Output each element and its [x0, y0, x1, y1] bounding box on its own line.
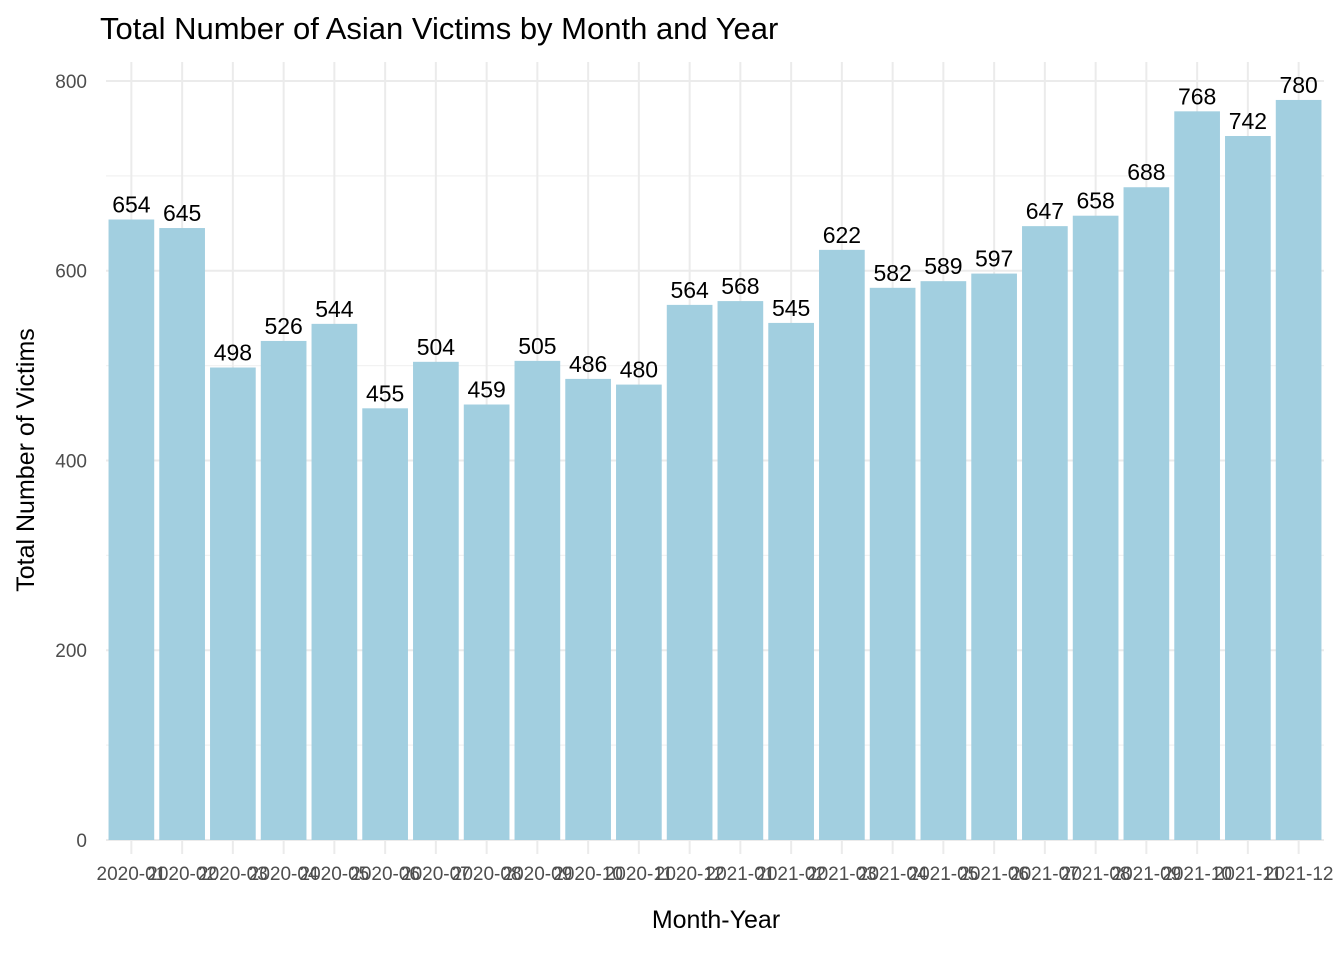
x-tick-label: 2021-07 [1010, 864, 1080, 885]
x-tick-label: 2020-03 [198, 864, 268, 885]
bar [159, 228, 205, 840]
data-label: 654 [112, 191, 151, 217]
x-axis-title: Month-Year [652, 906, 780, 934]
bar [666, 304, 713, 840]
data-label: 742 [1229, 108, 1267, 134]
data-label: 480 [620, 357, 658, 383]
data-label: 564 [670, 277, 709, 303]
bar [1225, 136, 1271, 840]
bar [768, 322, 814, 840]
x-tick-label: 2020-09 [503, 864, 573, 885]
bar [717, 301, 764, 841]
x-tick-label: 2020-08 [452, 864, 522, 885]
data-label: 505 [518, 333, 556, 359]
bar [463, 404, 510, 840]
data-label: 582 [873, 260, 911, 286]
y-axis-ticks: 0 200 400 600 800 [55, 72, 87, 852]
bar [260, 340, 307, 840]
data-label: 589 [924, 253, 962, 279]
bar [1174, 111, 1220, 840]
bar [920, 281, 967, 840]
bar [1123, 187, 1170, 841]
data-label: 459 [467, 377, 505, 403]
x-tick-label: 2020-10 [553, 864, 623, 885]
bar [971, 273, 1017, 841]
x-tick-label: 2020-02 [147, 864, 217, 885]
x-tick-label: 2021-09 [1112, 864, 1182, 885]
bar [311, 323, 358, 840]
bar [108, 219, 155, 840]
bar [1072, 215, 1119, 840]
bar [514, 360, 561, 840]
y-axis-title: Total Number of Victims [12, 328, 40, 592]
x-tick-label: 2021-08 [1061, 864, 1131, 885]
x-tick-label: 2020-07 [401, 864, 471, 885]
data-label: 780 [1279, 72, 1317, 98]
x-tick-label: 2021-06 [959, 864, 1029, 885]
x-tick-label: 2021-01 [706, 864, 776, 885]
data-label: 526 [264, 313, 302, 339]
bar [1022, 226, 1068, 840]
data-label: 647 [1026, 198, 1064, 224]
bar [819, 249, 865, 841]
data-label: 498 [214, 340, 252, 366]
x-axis-ticks: 2020-012020-022020-032020-042020-052020-… [97, 864, 1334, 885]
x-tick-label: 2020-04 [249, 864, 319, 885]
x-tick-label: 2020-06 [350, 864, 420, 885]
bar [616, 384, 662, 840]
data-label: 486 [569, 351, 607, 377]
data-label: 768 [1178, 83, 1216, 109]
data-label: 688 [1127, 159, 1165, 185]
bar [210, 367, 256, 840]
x-tick-label: 2021-03 [807, 864, 877, 885]
bar [869, 287, 916, 840]
bar [565, 378, 611, 840]
x-tick-label: 2021-05 [909, 864, 979, 885]
data-label: 455 [366, 380, 404, 406]
bars [108, 99, 1322, 841]
x-tick-label: 2021-10 [1162, 864, 1232, 885]
x-tick-label: 2021-04 [858, 864, 928, 885]
bar [413, 361, 459, 840]
y-tick-label: 600 [55, 262, 87, 283]
y-tick-label: 0 [76, 831, 87, 852]
x-tick-label: 2020-11 [605, 864, 673, 885]
data-label: 622 [823, 222, 861, 248]
x-tick-label: 2021-11 [1214, 864, 1282, 885]
bar [1275, 99, 1322, 840]
y-tick-label: 800 [55, 72, 87, 93]
y-tick-label: 200 [55, 641, 87, 662]
data-label: 544 [315, 296, 354, 322]
y-tick-label: 400 [55, 451, 87, 472]
x-tick-label: 2020-12 [655, 864, 725, 885]
x-tick-label: 2020-05 [300, 864, 370, 885]
data-label: 545 [772, 295, 810, 321]
bar [362, 408, 408, 840]
x-tick-label: 2021-02 [756, 864, 826, 885]
data-label: 504 [417, 334, 456, 360]
data-label: 645 [163, 200, 201, 226]
data-label: 597 [975, 246, 1013, 272]
chart-title: Total Number of Asian Victims by Month a… [100, 11, 778, 46]
x-tick-label: 2020-01 [97, 864, 167, 885]
data-labels: 654 645 498 526 544 455 504 459 505 486 480 564 568 5… [112, 72, 1318, 406]
data-label: 568 [721, 273, 759, 299]
data-label: 658 [1076, 188, 1114, 214]
x-tick-label: 2021-12 [1264, 864, 1334, 885]
